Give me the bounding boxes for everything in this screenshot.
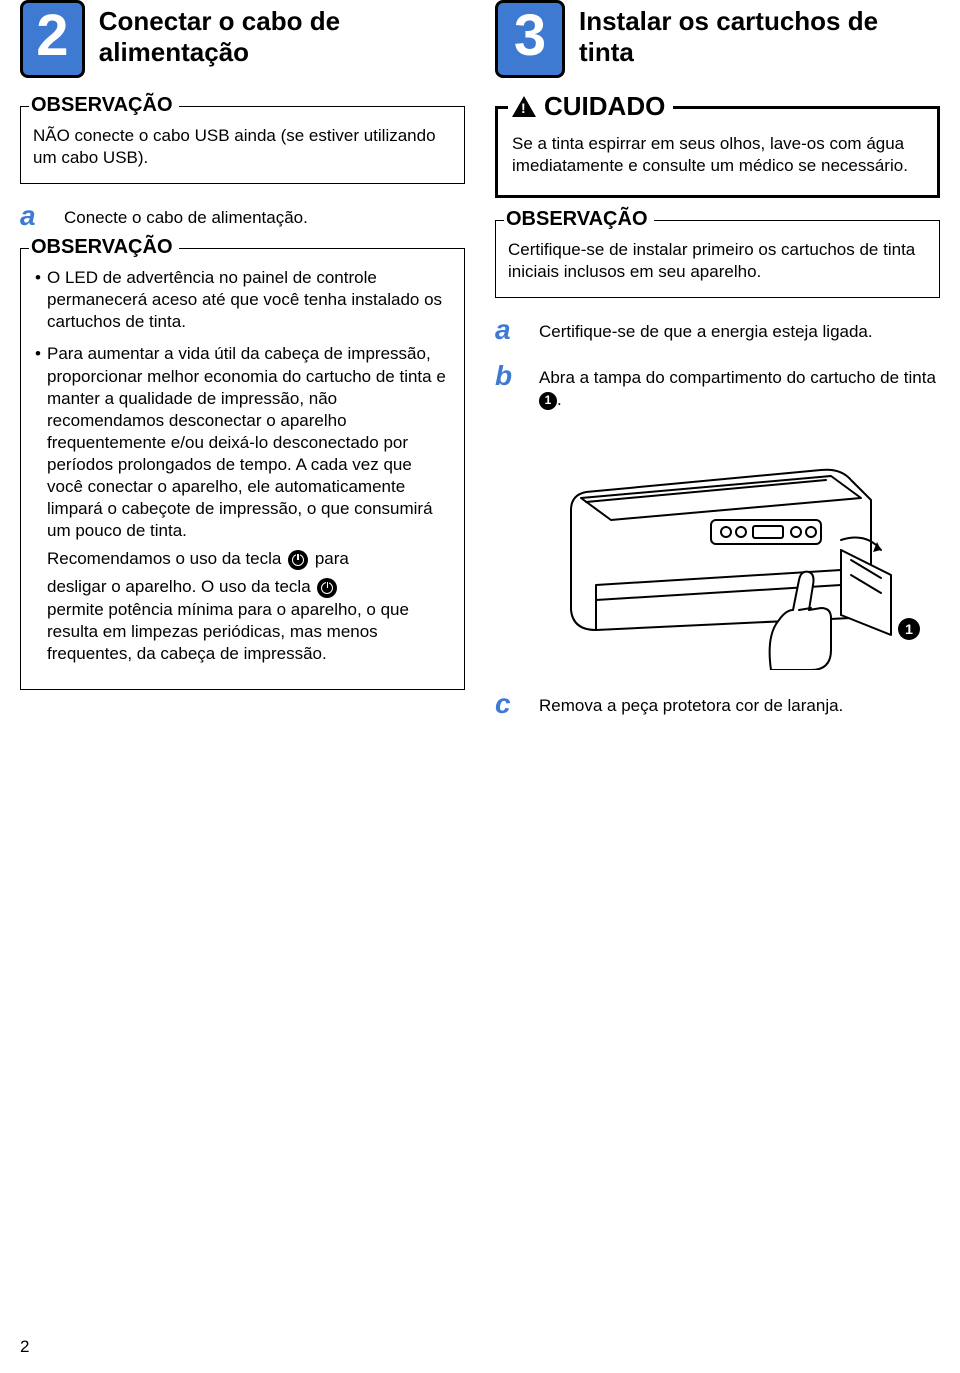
note-label: OBSERVAÇÃO [506, 208, 648, 231]
note-item-2-main: Para aumentar a vida útil da cabeça de i… [47, 344, 446, 540]
step-2-header: 2 Conectar o cabo de alimentação [20, 0, 465, 78]
recommendation-line-3: permite potência mínima para o aparelho,… [47, 599, 452, 665]
step-a-right: a Certifique-se de que a energia esteja … [495, 316, 940, 344]
step-b-right: b Abra a tampa do compartimento do cartu… [495, 362, 940, 411]
right-column: 3 Instalar os cartuchos de tinta CUIDADO… [495, 0, 940, 736]
step-letter-a: a [495, 316, 521, 344]
caution-label: CUIDADO [544, 91, 665, 122]
note-box-2: OBSERVAÇÃO O LED de advertência no paine… [20, 248, 465, 690]
step-a-left: a Conecte o cabo de alimentação. [20, 202, 465, 230]
step-letter-a: a [20, 202, 46, 230]
step-a-text: Conecte o cabo de alimentação. [64, 202, 465, 229]
note-body: Certifique-se de instalar primeiro os ca… [508, 231, 927, 283]
power-icon [288, 550, 308, 570]
step-letter-b: b [495, 362, 521, 390]
note-body: NÃO conecte o cabo USB ainda (se estiver… [33, 117, 452, 169]
step-letter-c: c [495, 690, 521, 718]
note-box-1: OBSERVAÇÃO NÃO conecte o cabo USB ainda … [20, 106, 465, 184]
step-c-right: c Remova a peça protetora cor de laranja… [495, 690, 940, 718]
caution-box: CUIDADO Se a tinta espirrar em seus olho… [495, 106, 940, 198]
note-label: OBSERVAÇÃO [31, 236, 173, 259]
step-3-title: Instalar os cartuchos de tinta [579, 0, 940, 68]
printer-illustration: 1 [541, 420, 940, 670]
step-2-title: Conectar o cabo de alimentação [99, 0, 465, 68]
note-label-wrap: OBSERVAÇÃO [504, 208, 654, 231]
page-number: 2 [20, 1337, 29, 1357]
figure-callout-1: 1 [898, 618, 920, 640]
rec2-pre: desligar o aparelho. O uso da tecla [47, 577, 311, 596]
rec-post: para [315, 549, 349, 568]
caution-body: Se a tinta espirrar em seus olhos, lave-… [512, 123, 923, 177]
recommendation-line-2: desligar o aparelho. O uso da tecla [47, 576, 452, 598]
step-b-post: . [557, 390, 562, 409]
power-icon [317, 578, 337, 598]
step-3-header: 3 Instalar os cartuchos de tinta [495, 0, 940, 78]
step-number-3: 3 [495, 0, 565, 78]
note-box-right: OBSERVAÇÃO Certifique-se de instalar pri… [495, 220, 940, 298]
warning-triangle-icon [512, 96, 536, 117]
rec-pre: Recomendamos o uso da tecla [47, 549, 281, 568]
note-label-wrap: OBSERVAÇÃO [29, 94, 179, 117]
step-a-text: Certifique-se de que a energia esteja li… [539, 316, 940, 343]
note-label: OBSERVAÇÃO [31, 94, 173, 117]
caution-label-wrap: CUIDADO [508, 91, 673, 122]
recommendation-line-1: Recomendamos o uso da tecla para [47, 548, 452, 570]
note-item-2: Para aumentar a vida útil da cabeça de i… [33, 343, 452, 664]
step-b-text: Abra a tampa do compartimento do cartuch… [539, 362, 940, 411]
left-column: 2 Conectar o cabo de alimentação OBSERVA… [20, 0, 465, 736]
callout-ref-1: 1 [539, 392, 557, 410]
note-label-wrap: OBSERVAÇÃO [29, 236, 179, 259]
step-b-pre: Abra a tampa do compartimento do cartuch… [539, 368, 936, 387]
step-number-2: 2 [20, 0, 85, 78]
step-c-text: Remova a peça protetora cor de laranja. [539, 690, 940, 717]
note-body: O LED de advertência no painel de contro… [33, 259, 452, 665]
callout-number-1: 1 [898, 618, 920, 640]
note-item-1: O LED de advertência no painel de contro… [33, 267, 452, 333]
page-content: 2 Conectar o cabo de alimentação OBSERVA… [0, 0, 960, 736]
